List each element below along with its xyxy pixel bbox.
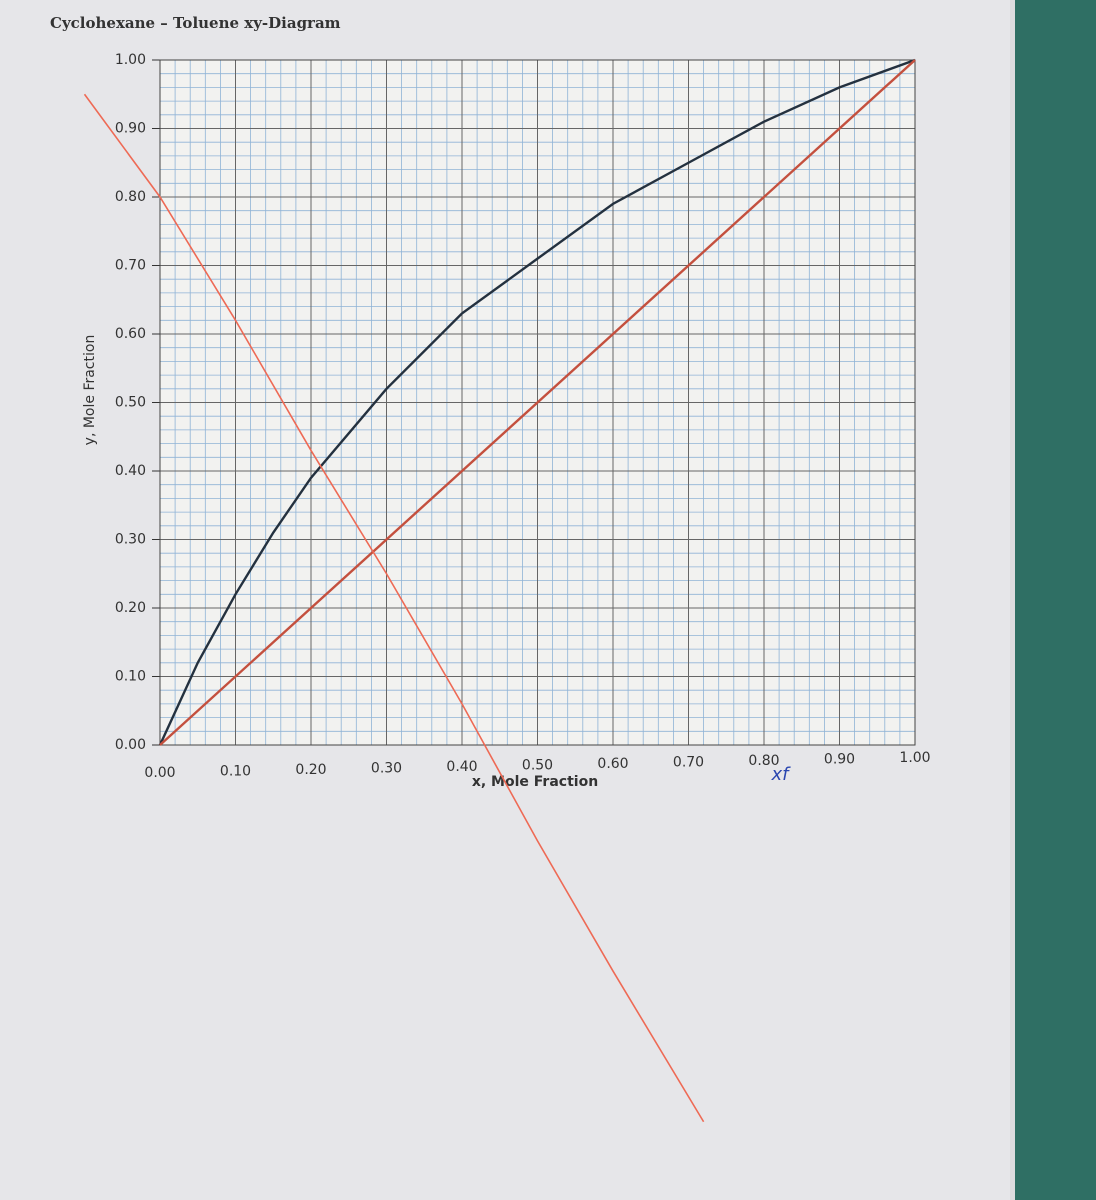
x-tick-label: 0.90 <box>824 752 855 768</box>
y-tick-label: 1.00 <box>115 52 146 68</box>
plot-border <box>159 59 916 746</box>
y-tick-label: 0.70 <box>115 258 146 274</box>
y-axis-label: y, Mole Fraction <box>82 335 98 446</box>
y-tick-label: 0.30 <box>115 532 146 548</box>
y-tick-label: 0.60 <box>115 326 146 342</box>
x-tick-label: 0.60 <box>597 756 628 772</box>
y-tick-label: 0.00 <box>115 737 146 753</box>
pen <box>1015 0 1096 1200</box>
y-tick-label: 0.20 <box>115 600 146 616</box>
y-tick-label: 0.90 <box>115 121 146 137</box>
x-tick-label: 0.80 <box>748 753 779 769</box>
x-tick-label: 0.50 <box>522 758 553 774</box>
x-tick-label: 0.10 <box>220 764 251 780</box>
annotation: xf <box>771 764 792 785</box>
chart-title: Cyclohexane – Toluene xy-Diagram <box>50 14 341 32</box>
x-tick-label: 0.20 <box>295 762 326 778</box>
x-tick-label: 0.40 <box>446 759 477 775</box>
x-tick-label: 0.70 <box>673 755 704 771</box>
series-line <box>159 59 916 746</box>
x-tick-label: 1.00 <box>899 750 930 766</box>
y-tick-label: 0.50 <box>115 395 146 411</box>
x-tick-label: 0.00 <box>144 765 175 781</box>
x-tick-label: 0.30 <box>371 761 402 777</box>
series-line <box>158 58 916 746</box>
x-axis-label: x, Mole Fraction <box>472 774 598 790</box>
y-tick-label: 0.40 <box>115 463 146 479</box>
y-tick-label: 0.10 <box>115 669 146 685</box>
y-tick-label: 0.80 <box>115 189 146 205</box>
series-line <box>83 93 705 1123</box>
